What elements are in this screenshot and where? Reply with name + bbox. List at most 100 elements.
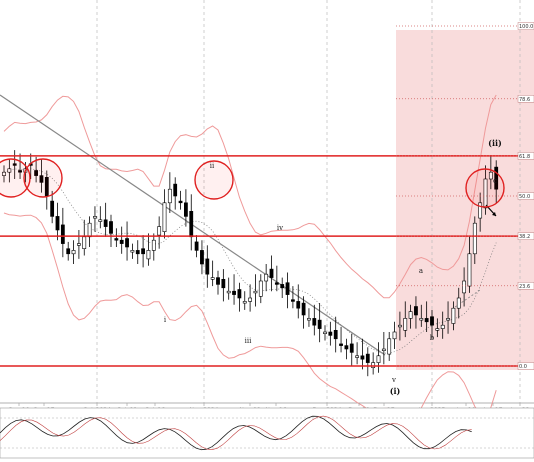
candle: [414, 306, 418, 316]
wave-label: ii: [210, 162, 215, 170]
candle: [323, 331, 327, 334]
oscillator-frame: [0, 407, 534, 459]
candle: [381, 348, 386, 351]
fib-label: 0.0: [519, 364, 527, 370]
wave-label: i: [164, 316, 167, 324]
candle: [472, 222, 477, 255]
candle: [403, 318, 408, 331]
candle: [365, 353, 370, 363]
highlight-circle: [194, 160, 234, 200]
candle: [317, 319, 322, 329]
candle: [333, 329, 338, 340]
candle: [18, 170, 22, 173]
horizontal-levels: [0, 155, 520, 367]
fib-label-box: [517, 362, 534, 370]
candle: [103, 219, 108, 227]
candle: [125, 238, 129, 248]
candle: [349, 343, 354, 353]
highlight-circle: [23, 158, 63, 198]
fib-label: 23.6: [519, 284, 530, 290]
candle: [194, 241, 199, 251]
fib-label-box: [517, 152, 534, 160]
candle: [216, 277, 220, 285]
candle: [478, 202, 483, 219]
candle: [130, 250, 135, 253]
candle: [98, 219, 103, 222]
candle: [157, 226, 162, 236]
candle: [344, 345, 349, 350]
candle: [178, 200, 183, 204]
candle: [467, 253, 472, 287]
candle: [392, 331, 397, 340]
candle: [146, 250, 151, 260]
projection-arrowhead: [492, 212, 496, 216]
candle: [151, 239, 156, 251]
candle: [200, 250, 204, 265]
candle: [109, 221, 113, 234]
candle: [167, 188, 172, 204]
candle: [39, 175, 44, 183]
candle: [55, 216, 60, 231]
candle: [77, 243, 81, 246]
candle: [280, 284, 285, 289]
candle: [328, 331, 333, 336]
candle: [435, 328, 440, 331]
candle: [408, 311, 413, 319]
candle: [264, 273, 269, 282]
candle: [424, 318, 429, 323]
candle: [371, 362, 376, 369]
fib-label-box: [517, 95, 534, 103]
candle: [339, 343, 343, 346]
candle: [456, 297, 461, 309]
candle: [141, 248, 146, 255]
fib-label: 61.8: [519, 154, 530, 160]
candle: [162, 202, 167, 233]
candle: [189, 211, 194, 238]
candle: [290, 299, 295, 302]
candle: [210, 277, 215, 280]
wave-label: a: [419, 267, 423, 275]
wave-label: v: [391, 376, 396, 384]
candle: [440, 324, 445, 329]
wave-label: (i): [390, 386, 401, 396]
candle: [71, 250, 76, 255]
candle: [462, 280, 467, 294]
candle: [285, 282, 290, 295]
candle: [274, 282, 279, 285]
candle: [60, 224, 65, 244]
fib-label: 100.0: [519, 24, 533, 30]
oscillator-panel: [0, 407, 534, 459]
candle: [114, 238, 119, 241]
fib-label-box: [517, 232, 534, 240]
candle: [66, 248, 71, 255]
fib-label: 38.2: [519, 234, 530, 240]
fib-label-box: [517, 282, 534, 290]
candle: [360, 355, 365, 360]
wave-label: (ii): [488, 138, 502, 148]
candle: [376, 355, 381, 363]
wave-label: c: [493, 177, 497, 185]
candle: [269, 268, 274, 278]
fibonacci-labels: 100.0 78.6 61.8 50.0 38.2 23.6 0.0: [396, 22, 534, 370]
fib-label-box: [517, 192, 534, 200]
candle: [419, 318, 424, 321]
candle: [248, 297, 253, 302]
candle: [451, 307, 456, 324]
candle: [312, 318, 317, 326]
candle: [50, 200, 55, 217]
candle: [488, 171, 493, 180]
candle: [2, 171, 6, 176]
oscillator-signal: [0, 415, 472, 451]
wave-label: iv: [277, 224, 283, 232]
upper-band: [3, 94, 497, 299]
candle: [301, 302, 306, 316]
candle: [242, 301, 247, 304]
candle: [430, 316, 434, 326]
highlight-circle: [465, 168, 505, 208]
candle: [446, 318, 450, 321]
candle: [87, 222, 92, 238]
candle: [93, 216, 97, 219]
candle: [226, 290, 231, 294]
